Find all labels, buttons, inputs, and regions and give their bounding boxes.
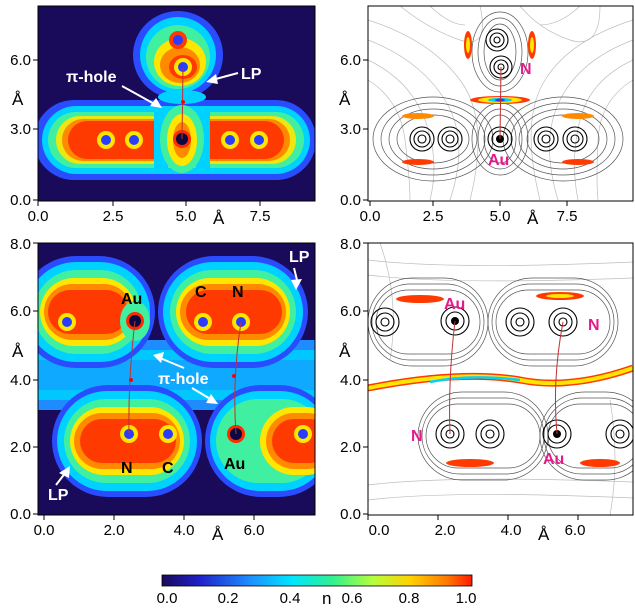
y-tick: 6.0 bbox=[10, 303, 31, 320]
atom-label-au: Au bbox=[543, 451, 564, 468]
x-tick: 6.0 bbox=[565, 522, 586, 539]
atom-label-n: N bbox=[520, 61, 532, 78]
lp-label-top: LP bbox=[289, 249, 310, 266]
x-axis-ticks: 0.0 2.0 4.0 6.0 Å bbox=[367, 515, 586, 544]
x-axis-ticks: 0.0 2.0 4.0 6.0 Å bbox=[34, 515, 265, 544]
pi-hole-arrowhead-right bbox=[206, 394, 218, 404]
y-axis-ticks: 0.0 2.0 4.0 6.0 8.0 Å bbox=[339, 236, 368, 523]
y-tick: 0.0 bbox=[10, 192, 31, 209]
x-tick: 4.0 bbox=[501, 522, 522, 539]
y-axis-unit: Å bbox=[12, 90, 24, 109]
x-tick: 7.5 bbox=[250, 208, 271, 225]
pi-hole-arrowhead bbox=[150, 98, 162, 108]
pi-hole-arrowhead-left bbox=[153, 352, 164, 363]
x-tick: 2.5 bbox=[103, 208, 124, 225]
x-tick: 2.5 bbox=[423, 208, 444, 225]
y-tick: 4.0 bbox=[10, 372, 31, 389]
x-tick: 2.0 bbox=[104, 522, 125, 539]
pi-hole-label: π-hole bbox=[158, 371, 209, 388]
lp-arrowhead-bottom bbox=[59, 466, 70, 478]
y-tick: 8.0 bbox=[340, 236, 361, 253]
x-tick: 7.5 bbox=[557, 208, 578, 225]
atom-label-c: C bbox=[162, 460, 174, 477]
atom-label-au: Au bbox=[121, 291, 142, 308]
atom-label-au: Au bbox=[444, 296, 465, 313]
y-tick: 2.0 bbox=[340, 439, 361, 456]
colorbar-tick: 1.0 bbox=[456, 590, 477, 606]
lp-label-bottom: LP bbox=[48, 487, 69, 504]
colorbar-gradient bbox=[161, 574, 473, 587]
y-axis-unit: Å bbox=[339, 342, 351, 361]
lp-label: LP bbox=[241, 66, 262, 83]
panel-bottom-left: LP π-hole LP Au C N N C Au 0.0 2.0 4.0 6… bbox=[10, 236, 316, 544]
atom-label-n: N bbox=[588, 317, 600, 334]
colorbar: 0.0 0.2 0.4 0.6 0.8 1.0 n bbox=[157, 574, 477, 608]
lp-arrowhead-top bbox=[291, 279, 302, 290]
atom-label-c: C bbox=[195, 284, 207, 301]
colorbar-tick: 0.8 bbox=[399, 590, 420, 606]
pi-hole-arrow-left bbox=[159, 357, 185, 369]
colorbar-tick: 0.0 bbox=[157, 590, 178, 606]
x-tick: 0.0 bbox=[34, 522, 55, 539]
x-axis-ticks: 0.0 2.5 5.0 7.5 Å bbox=[28, 201, 271, 228]
panel-top-left: π-hole LP 0.0 3.0 6.0 Å 0.0 2.5 5.0 7.5 … bbox=[10, 5, 316, 228]
x-axis-unit: Å bbox=[527, 209, 539, 228]
panel-bottom-right: Au N N Au 0.0 2.0 4.0 6.0 8.0 Å 0.0 2.0 … bbox=[339, 236, 634, 544]
y-tick: 0.0 bbox=[340, 192, 361, 209]
x-axis-unit: Å bbox=[213, 209, 225, 228]
y-axis-unit: Å bbox=[12, 342, 24, 361]
x-axis-unit: Å bbox=[212, 525, 224, 544]
lp-arrowhead bbox=[206, 74, 218, 84]
x-tick: 0.0 bbox=[28, 208, 49, 225]
x-tick: 6.0 bbox=[244, 522, 265, 539]
atom-label-n: N bbox=[232, 284, 244, 301]
x-tick: 4.0 bbox=[174, 522, 195, 539]
y-tick: 6.0 bbox=[340, 303, 361, 320]
y-axis-ticks: 0.0 3.0 6.0 Å bbox=[339, 52, 368, 209]
atom-label-au: Au bbox=[224, 456, 245, 473]
y-tick: 0.0 bbox=[10, 506, 31, 523]
y-axis-unit: Å bbox=[339, 90, 351, 109]
atom-label-n: N bbox=[411, 428, 423, 445]
y-tick: 4.0 bbox=[340, 372, 361, 389]
y-tick: 0.0 bbox=[340, 506, 361, 523]
colorbar-tick: 0.2 bbox=[218, 590, 239, 606]
y-tick: 6.0 bbox=[340, 52, 361, 69]
y-tick: 3.0 bbox=[10, 121, 31, 138]
x-tick: 5.0 bbox=[176, 208, 197, 225]
x-axis-ticks: 0.0 2.5 5.0 7.5 Å bbox=[360, 201, 578, 228]
y-tick: 3.0 bbox=[340, 121, 361, 138]
colorbar-label: n bbox=[322, 589, 331, 606]
density-map bbox=[38, 256, 315, 497]
panel-top-right: N Au 0.0 3.0 6.0 Å 0.0 2.5 5.0 7.5 Å bbox=[339, 5, 634, 228]
x-tick: 0.0 bbox=[360, 208, 381, 225]
y-tick: 2.0 bbox=[10, 439, 31, 456]
pi-hole-label: π-hole bbox=[66, 69, 117, 86]
x-tick: 2.0 bbox=[435, 522, 456, 539]
contour-map bbox=[368, 243, 633, 515]
colorbar-tick: 0.4 bbox=[280, 590, 301, 606]
y-tick: 8.0 bbox=[10, 236, 31, 253]
y-axis-ticks: 0.0 3.0 6.0 Å bbox=[10, 52, 38, 209]
atom-label-au: Au bbox=[488, 152, 509, 169]
y-tick: 6.0 bbox=[10, 52, 31, 69]
x-axis-unit: Å bbox=[538, 525, 550, 544]
colorbar-tick: 0.6 bbox=[342, 590, 363, 606]
contour-map bbox=[368, 6, 633, 201]
pi-hole-arrow bbox=[121, 85, 159, 107]
x-tick: 5.0 bbox=[490, 208, 511, 225]
pi-hole-arrow-right bbox=[191, 387, 213, 401]
x-tick: 0.0 bbox=[369, 522, 390, 539]
atom-label-n: N bbox=[121, 460, 133, 477]
y-axis-ticks: 0.0 2.0 4.0 6.0 8.0 Å bbox=[10, 236, 38, 523]
density-map bbox=[38, 11, 315, 180]
